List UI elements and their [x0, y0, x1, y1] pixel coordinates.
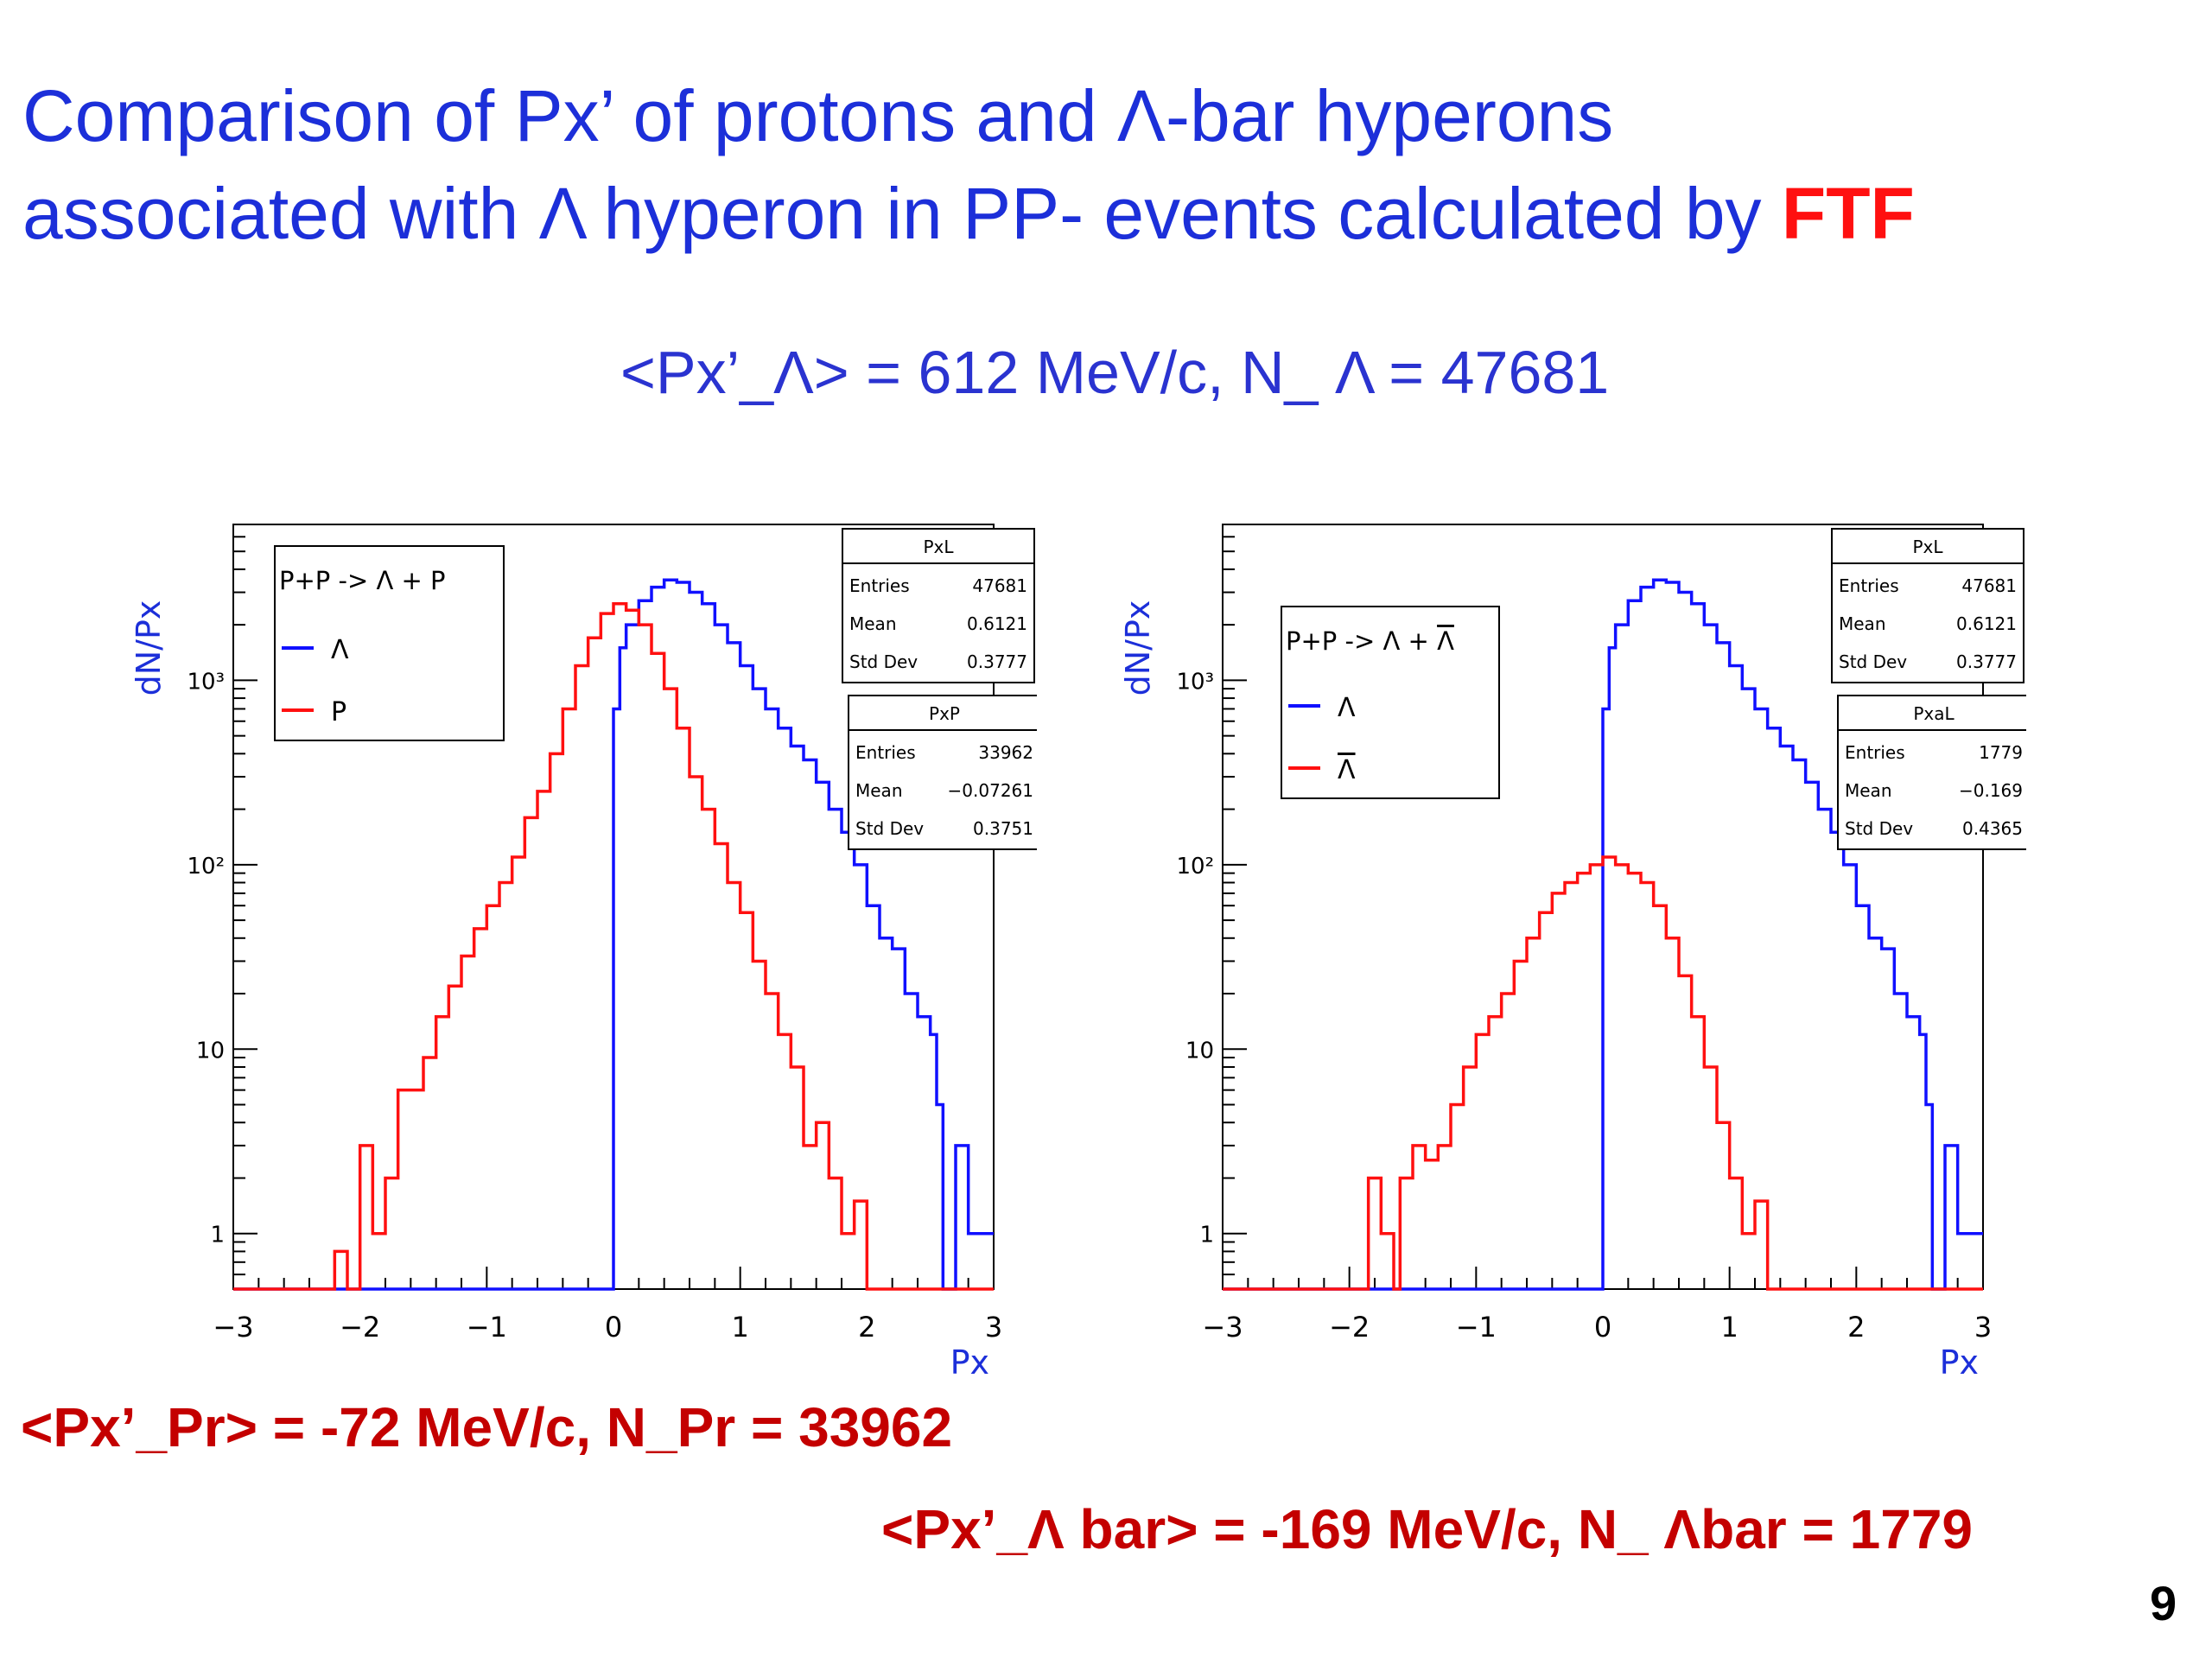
stat-row-label: Std Dev	[1839, 651, 1907, 672]
legend-header: P+P -> Λ + Λ	[1286, 626, 1454, 656]
legend-entry-label: P	[331, 697, 346, 727]
stat-box-name: PxL	[923, 537, 954, 557]
stat-row-label: Mean	[855, 780, 903, 801]
stat-row-label: Std Dev	[855, 818, 924, 839]
series-line-1	[1223, 855, 1983, 1291]
series-line-0	[1223, 578, 1983, 1291]
stat-row-value: 1779	[1979, 742, 2023, 763]
stat-row-label: Entries	[855, 742, 916, 763]
x-tick-label: −3	[213, 1311, 253, 1344]
legend-header-text: P+P -> Λ +	[1286, 626, 1437, 656]
stat-row-label: Mean	[849, 613, 897, 634]
stat-row-value: 33962	[978, 742, 1033, 763]
stat-row-label: Entries	[1839, 575, 1899, 596]
stat-row-label: Entries	[849, 575, 910, 596]
x-tick-label: 0	[1594, 1311, 1611, 1344]
x-axis-label: Px	[950, 1344, 989, 1382]
legend-header: P+P -> Λ + P	[279, 566, 446, 595]
y-tick-label: 10³	[187, 669, 225, 695]
title-highlight-ftf: FTF	[1781, 173, 1915, 254]
series-line-0	[233, 578, 994, 1291]
stat-row-value: 0.3777	[967, 651, 1027, 672]
x-tick-label: −2	[1329, 1311, 1370, 1344]
stat-row-value: 0.6121	[1956, 613, 2017, 634]
x-tick-label: 2	[858, 1311, 875, 1344]
x-tick-label: −2	[340, 1311, 380, 1344]
y-tick-label: 10²	[187, 854, 225, 880]
stat-row-label: Entries	[1845, 742, 1905, 763]
y-axis-label: dN/Px	[130, 600, 168, 696]
stat-row-value: 47681	[1961, 575, 2017, 596]
legend-entry-label: Λ	[331, 635, 349, 665]
stat-box	[1831, 528, 2024, 683]
x-tick-label: 3	[985, 1311, 1002, 1344]
x-tick-label: −3	[1202, 1311, 1243, 1344]
stat-row-value: −0.07261	[948, 780, 1033, 801]
x-tick-label: −1	[467, 1311, 507, 1344]
x-tick-label: 1	[1720, 1311, 1738, 1344]
page-number: 9	[2150, 1576, 2177, 1630]
stat-row-value: 0.3777	[1956, 651, 2017, 672]
slide-title-line1: Comparison of Px’ of protons and Λ-bar h…	[22, 75, 1614, 156]
stat-box	[848, 695, 1037, 850]
stat-row-label: Mean	[1839, 613, 1886, 634]
stat-row-value: 0.3751	[973, 818, 1033, 839]
lambda-summary: <Px’_Λ> = 612 MeV/c, N_ Λ = 47681	[620, 339, 1610, 406]
stat-row-value: 0.4365	[1962, 818, 2023, 839]
x-tick-label: 3	[1974, 1311, 1992, 1344]
stat-row-label: Std Dev	[849, 651, 918, 672]
stat-row-value: 47681	[972, 575, 1027, 596]
x-tick-label: 2	[1847, 1311, 1865, 1344]
series-line-1	[233, 602, 994, 1291]
title-line2-text: associated with Λ hyperon in PP- events …	[22, 173, 1782, 254]
stat-box-name: PxL	[1912, 537, 1943, 557]
x-axis-label: Px	[1940, 1344, 1979, 1382]
stat-box-name: PxaL	[1913, 703, 1955, 724]
legend-header-bar-symbol: Λ	[1437, 626, 1454, 656]
proton-summary: <Px’_Pr> = -72 MeV/c, N_Pr = 33962	[21, 1396, 953, 1458]
legend-entry-label: Λ	[1338, 755, 1356, 785]
stat-row-value: −0.169	[1959, 780, 2023, 801]
legend-box	[274, 545, 505, 741]
stat-row-label: Std Dev	[1845, 818, 1913, 839]
y-tick-label: 10	[196, 1038, 225, 1064]
stat-box-name: PxP	[929, 703, 960, 724]
y-tick-label: 1	[1199, 1223, 1214, 1248]
y-tick-label: 1	[210, 1223, 225, 1248]
stat-box	[1837, 695, 2026, 850]
y-axis-label: dN/Px	[1119, 600, 1157, 696]
y-tick-label: 10²	[1176, 854, 1214, 880]
slide-title-line2: associated with Λ hyperon in PP- events …	[22, 177, 1915, 250]
x-tick-label: 0	[605, 1311, 622, 1344]
y-tick-label: 10	[1185, 1038, 1214, 1064]
stat-box	[842, 528, 1035, 683]
lambdabar-summary: <Px’_Λ bar> = -169 MeV/c, N_ Λbar = 1779	[881, 1498, 1973, 1560]
y-tick-label: 10³	[1176, 669, 1214, 695]
stat-row-label: Mean	[1845, 780, 1892, 801]
legend-entry-label: Λ	[1338, 693, 1356, 723]
chart-lambda-proton: −3 −2 −1 0 1 2 3 1 10 10² 10³ Px dN/Px P+P -> Λ + P Λ P…	[130, 524, 1037, 1382]
x-tick-label: −1	[1456, 1311, 1497, 1344]
x-tick-label: 1	[731, 1311, 748, 1344]
stat-row-value: 0.6121	[967, 613, 1027, 634]
